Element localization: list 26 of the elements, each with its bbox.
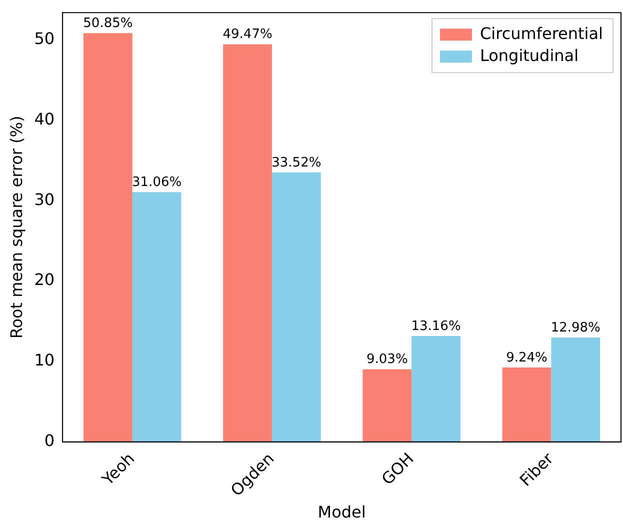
- y-axis-title: Root mean square error (%): [6, 116, 26, 339]
- data-label: 49.47%: [222, 27, 272, 42]
- legend-label: Longitudinal: [480, 46, 579, 65]
- data-label: 31.06%: [132, 175, 182, 190]
- data-label: 33.52%: [272, 155, 322, 170]
- y-tick-label: 30: [34, 190, 55, 209]
- data-label: 13.16%: [411, 318, 461, 334]
- x-axis-title: Model: [318, 502, 366, 522]
- y-tick-label: 0: [44, 430, 55, 450]
- y-tick-label: 50: [34, 29, 55, 48]
- bar: [362, 369, 412, 442]
- data-label: 9.24%: [506, 350, 548, 366]
- data-label: 9.03%: [366, 352, 408, 368]
- bar: [132, 192, 182, 442]
- legend-label: Circumferential: [480, 24, 604, 43]
- bar: [412, 336, 460, 442]
- bar: [223, 44, 272, 442]
- bar: [272, 172, 321, 442]
- y-tick-label: 40: [34, 109, 55, 128]
- bar: [551, 337, 600, 442]
- bar: [502, 368, 552, 442]
- y-tick-label: 20: [34, 270, 55, 290]
- bar: [84, 33, 132, 442]
- data-label: 12.98%: [550, 320, 600, 336]
- y-tick-label: 10: [34, 350, 55, 370]
- data-label: 50.85%: [83, 16, 133, 31]
